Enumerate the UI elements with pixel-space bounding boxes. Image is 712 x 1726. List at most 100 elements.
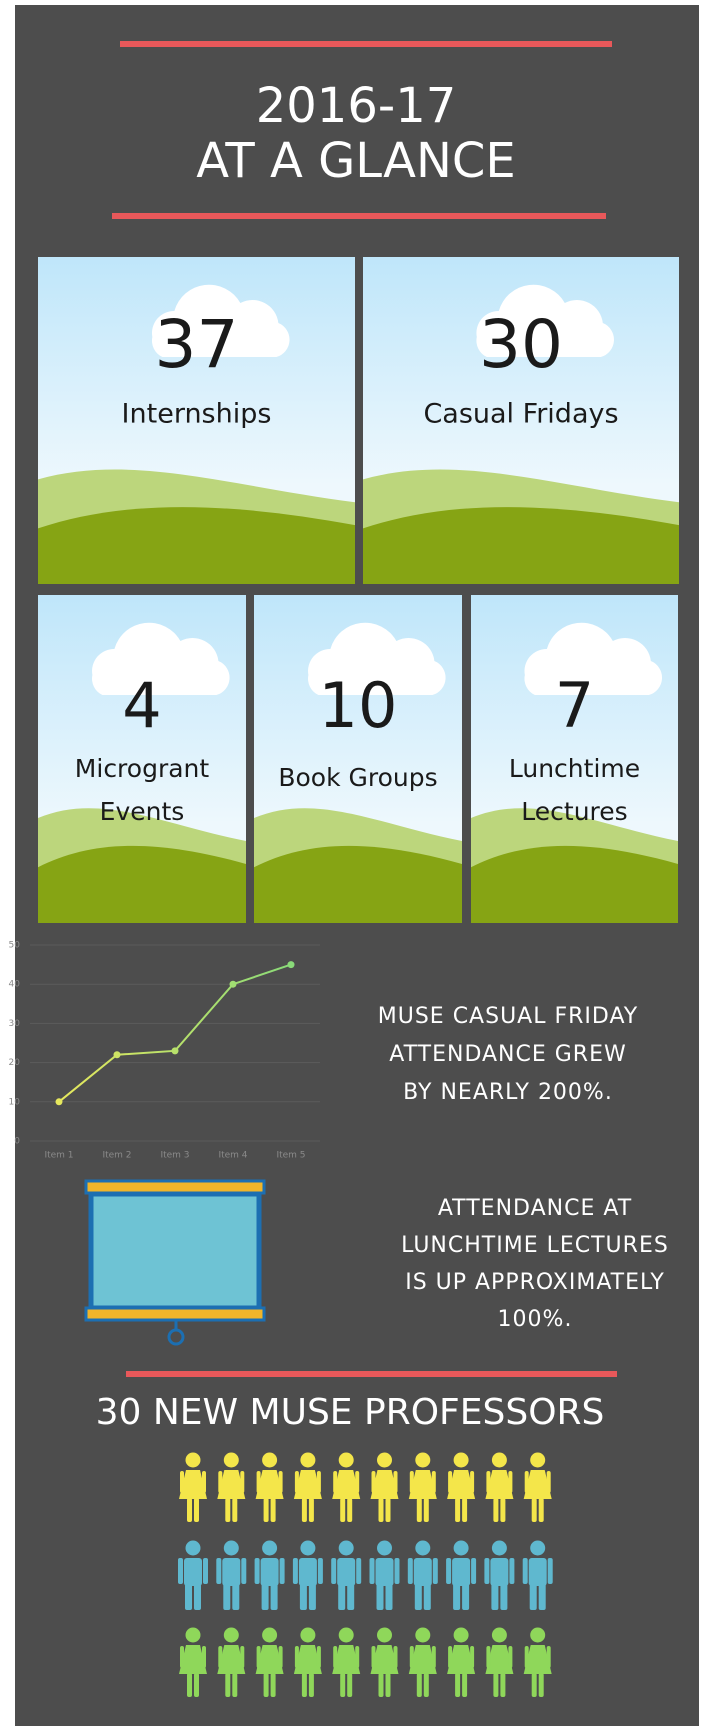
arm	[433, 1558, 438, 1584]
head	[492, 1628, 507, 1643]
arm	[372, 1646, 376, 1668]
arm	[218, 1646, 222, 1668]
callout-text: LUNCHTIME LECTURES	[401, 1233, 669, 1258]
callout-text: ATTENDANCE GREW	[389, 1042, 627, 1067]
callout-text: BY NEARLY 200%.	[403, 1080, 613, 1105]
torso	[452, 1558, 470, 1586]
arm	[280, 1558, 285, 1584]
leg	[225, 1498, 230, 1522]
stat-number: 7	[555, 669, 594, 742]
arm	[410, 1646, 414, 1668]
arm	[470, 1471, 474, 1493]
head	[224, 1628, 239, 1643]
head	[492, 1453, 507, 1468]
head	[262, 1541, 277, 1556]
head	[339, 1541, 354, 1556]
stat-label: Lunchtime	[509, 754, 640, 783]
leg	[491, 1584, 498, 1610]
leg	[194, 1673, 199, 1697]
arm	[333, 1471, 337, 1493]
head	[415, 1628, 430, 1643]
arm	[395, 1558, 400, 1584]
leg	[225, 1673, 230, 1697]
arm	[279, 1471, 283, 1493]
leg	[309, 1673, 314, 1697]
callout-text: MUSE CASUAL FRIDAY	[378, 1004, 638, 1029]
leg	[462, 1498, 467, 1522]
head	[377, 1453, 392, 1468]
arm	[180, 1471, 184, 1493]
head	[530, 1541, 545, 1556]
torso	[261, 1558, 279, 1586]
leg	[223, 1584, 230, 1610]
arm	[216, 1558, 221, 1584]
arm	[508, 1471, 512, 1493]
leg	[493, 1673, 498, 1697]
leg	[300, 1584, 307, 1610]
arm	[203, 1558, 208, 1584]
section-title: 30 NEW MUSE PROFESSORS	[96, 1392, 605, 1433]
arm	[525, 1646, 529, 1668]
leg	[462, 1673, 467, 1697]
leg	[539, 1498, 544, 1522]
head	[262, 1453, 277, 1468]
stat-label: Book Groups	[278, 763, 437, 792]
arm	[318, 1558, 323, 1584]
head	[224, 1453, 239, 1468]
leg	[271, 1673, 276, 1697]
y-tick-label: 30	[9, 1019, 21, 1029]
hill-dark	[471, 846, 678, 923]
leg	[500, 1584, 507, 1610]
arm	[372, 1471, 376, 1493]
head	[530, 1453, 545, 1468]
arm	[257, 1646, 261, 1668]
leg	[194, 1498, 199, 1522]
arm	[178, 1558, 183, 1584]
point	[114, 1051, 121, 1058]
arm	[180, 1646, 184, 1668]
arm	[317, 1471, 321, 1493]
hill-dark	[38, 846, 246, 923]
arm	[523, 1558, 528, 1584]
stat-tile: 7LunchtimeLectures	[471, 595, 678, 923]
leg	[340, 1498, 345, 1522]
leg	[379, 1673, 384, 1697]
leg	[539, 1673, 544, 1697]
leg	[453, 1584, 460, 1610]
y-tick-label: 10	[9, 1097, 21, 1107]
head	[530, 1628, 545, 1643]
arm	[547, 1646, 551, 1668]
head	[300, 1541, 315, 1556]
arm	[218, 1471, 222, 1493]
infographic: 2016-17 AT A GLANCE 37Internships30Casua…	[0, 0, 712, 1726]
hill-dark	[38, 507, 355, 584]
head	[186, 1628, 201, 1643]
arm	[486, 1471, 490, 1493]
torso	[337, 1558, 355, 1586]
arm	[432, 1471, 436, 1493]
arm	[471, 1558, 476, 1584]
divider	[126, 1371, 617, 1377]
callout: MUSE CASUAL FRIDAY ATTENDANCE GREW BY NEAR…	[378, 1004, 638, 1105]
torso	[414, 1558, 432, 1586]
point	[288, 961, 295, 968]
leg	[185, 1584, 192, 1610]
head	[454, 1628, 469, 1643]
stat-label: Internships	[122, 399, 272, 430]
arm	[448, 1646, 452, 1668]
arm	[356, 1558, 361, 1584]
arm	[295, 1646, 299, 1668]
head	[377, 1541, 392, 1556]
projector-screen-icon	[86, 1181, 264, 1344]
y-tick-label: 50	[9, 941, 21, 951]
torso	[529, 1558, 547, 1586]
torso	[184, 1558, 202, 1586]
arm	[486, 1646, 490, 1668]
arm	[279, 1646, 283, 1668]
leg	[264, 1498, 269, 1522]
leg	[232, 1673, 237, 1697]
x-tick-label: Item 2	[102, 1151, 131, 1161]
arm	[202, 1471, 206, 1493]
